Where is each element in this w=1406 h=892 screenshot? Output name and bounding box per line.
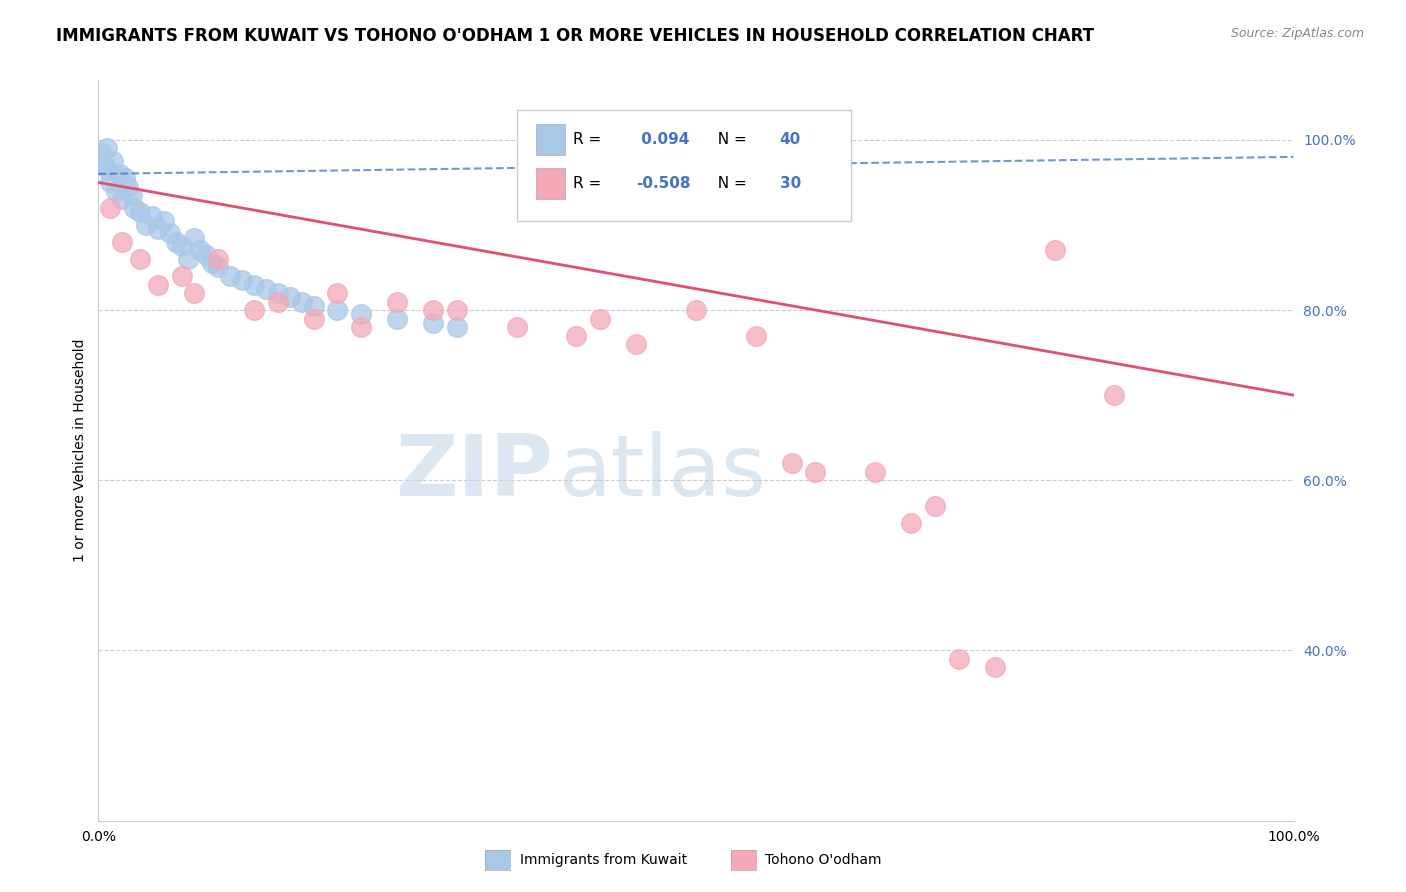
Point [745, 328, 768, 343]
Point [129, 205, 152, 219]
Point [177, 252, 200, 266]
Point [267, 286, 290, 301]
Point [243, 277, 266, 292]
Point [153, 213, 176, 227]
Point [780, 456, 803, 470]
Point [97, 162, 120, 177]
Point [302, 311, 325, 326]
FancyBboxPatch shape [536, 124, 565, 155]
Point [98, 201, 122, 215]
Point [111, 235, 134, 249]
Point [114, 171, 136, 186]
Point [626, 337, 648, 351]
Point [93, 158, 115, 172]
Point [159, 227, 181, 241]
Point [506, 320, 529, 334]
Point [350, 320, 373, 334]
Point [129, 252, 152, 266]
Point [422, 316, 444, 330]
Point [183, 230, 205, 244]
Text: Immigrants from Kuwait: Immigrants from Kuwait [520, 853, 688, 867]
Point [148, 222, 170, 236]
Point [865, 465, 887, 479]
Point [589, 311, 612, 326]
Text: Tohono O'odham: Tohono O'odham [765, 853, 882, 867]
Point [302, 299, 325, 313]
Y-axis label: 1 or more Vehicles in Household: 1 or more Vehicles in Household [73, 339, 87, 562]
Text: Source: ZipAtlas.com: Source: ZipAtlas.com [1230, 27, 1364, 40]
Point [1043, 244, 1066, 258]
Point [91, 145, 114, 160]
Point [183, 286, 205, 301]
Point [267, 294, 290, 309]
Point [219, 268, 242, 283]
Point [446, 303, 468, 318]
Point [101, 154, 124, 169]
Point [231, 273, 253, 287]
Point [195, 248, 218, 262]
Point [243, 303, 266, 318]
Point [385, 294, 409, 309]
Point [350, 307, 373, 321]
Point [188, 244, 211, 258]
Point [385, 311, 409, 326]
Text: N =: N = [709, 132, 752, 147]
Point [148, 277, 170, 292]
Point [254, 282, 277, 296]
Text: R =: R = [572, 132, 606, 147]
Text: ZIP: ZIP [395, 431, 553, 514]
Point [446, 320, 468, 334]
Point [108, 167, 131, 181]
Point [98, 175, 122, 189]
Text: IMMIGRANTS FROM KUWAIT VS TOHONO O'ODHAM 1 OR MORE VEHICLES IN HOUSEHOLD CORRELA: IMMIGRANTS FROM KUWAIT VS TOHONO O'ODHAM… [56, 27, 1094, 45]
Text: 40: 40 [779, 132, 801, 147]
Point [172, 268, 194, 283]
Text: R =: R = [572, 177, 606, 192]
FancyBboxPatch shape [517, 110, 852, 221]
FancyBboxPatch shape [536, 169, 565, 200]
Point [111, 193, 134, 207]
Point [900, 516, 922, 530]
Point [121, 188, 143, 202]
Point [924, 499, 946, 513]
Point [1104, 388, 1126, 402]
Point [984, 660, 1007, 674]
Point [105, 184, 128, 198]
Text: atlas: atlas [558, 431, 766, 514]
Point [326, 286, 349, 301]
Point [422, 303, 444, 318]
Point [135, 218, 157, 232]
Point [124, 201, 146, 215]
Point [291, 294, 314, 309]
Point [804, 465, 827, 479]
Point [141, 210, 163, 224]
Point [685, 303, 707, 318]
Point [278, 290, 301, 304]
Point [96, 141, 118, 155]
Point [948, 652, 970, 666]
Point [207, 252, 229, 266]
Point [165, 235, 187, 249]
Point [207, 260, 229, 275]
Point [326, 303, 349, 318]
Text: N =: N = [709, 177, 752, 192]
Text: 0.094: 0.094 [636, 132, 689, 147]
Point [172, 239, 194, 253]
Point [565, 328, 588, 343]
Text: -0.508: -0.508 [636, 177, 690, 192]
Point [201, 256, 224, 270]
Text: 30: 30 [779, 177, 801, 192]
Point [117, 179, 139, 194]
